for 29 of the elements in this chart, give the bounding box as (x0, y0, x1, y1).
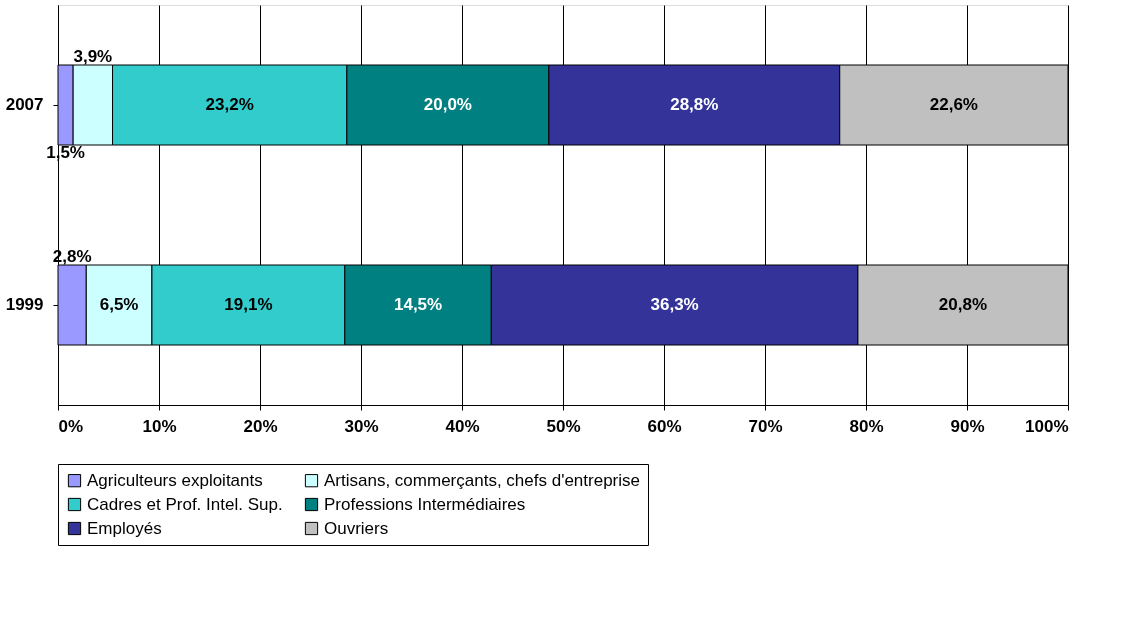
data-label: 28,8% (670, 95, 719, 114)
data-label: 23,2% (205, 95, 254, 114)
data-label: 3,9% (73, 47, 113, 66)
data-label: 20,0% (423, 95, 472, 114)
legend-label: Artisans, commerçants, chefs d'entreprise (324, 470, 640, 490)
legend-label: Agriculteurs exploitants (87, 470, 263, 490)
data-label: 14,5% (393, 295, 443, 314)
data-label: 22,6% (929, 95, 978, 114)
y-tick-label: 1999 (5, 295, 44, 314)
legend-label: Cadres et Prof. Intel. Sup. (87, 494, 283, 514)
legend-label: Professions Intermédiaires (324, 494, 526, 514)
x-tick-label: 30% (344, 416, 379, 436)
x-tick-label: 20% (243, 416, 278, 436)
x-tick-label: 0% (58, 416, 84, 436)
x-tick-label: 90% (950, 416, 985, 436)
x-tick-label: 100% (1025, 416, 1069, 436)
data-label: 6,5% (99, 295, 139, 314)
legend-label: Ouvriers (324, 518, 389, 538)
x-tick-label: 50% (546, 416, 581, 436)
x-tick-label: 80% (849, 416, 884, 436)
data-label: 36,3% (650, 295, 699, 314)
data-label: 19,1% (224, 295, 273, 314)
data-label: 20,8% (938, 295, 988, 314)
x-tick-label: 70% (748, 416, 783, 436)
x-tick-label: 60% (647, 416, 682, 436)
legend-label: Employés (87, 518, 162, 538)
x-tick-label: 40% (445, 416, 480, 436)
x-tick-label: 10% (142, 416, 177, 436)
y-tick-label: 2007 (5, 95, 44, 114)
